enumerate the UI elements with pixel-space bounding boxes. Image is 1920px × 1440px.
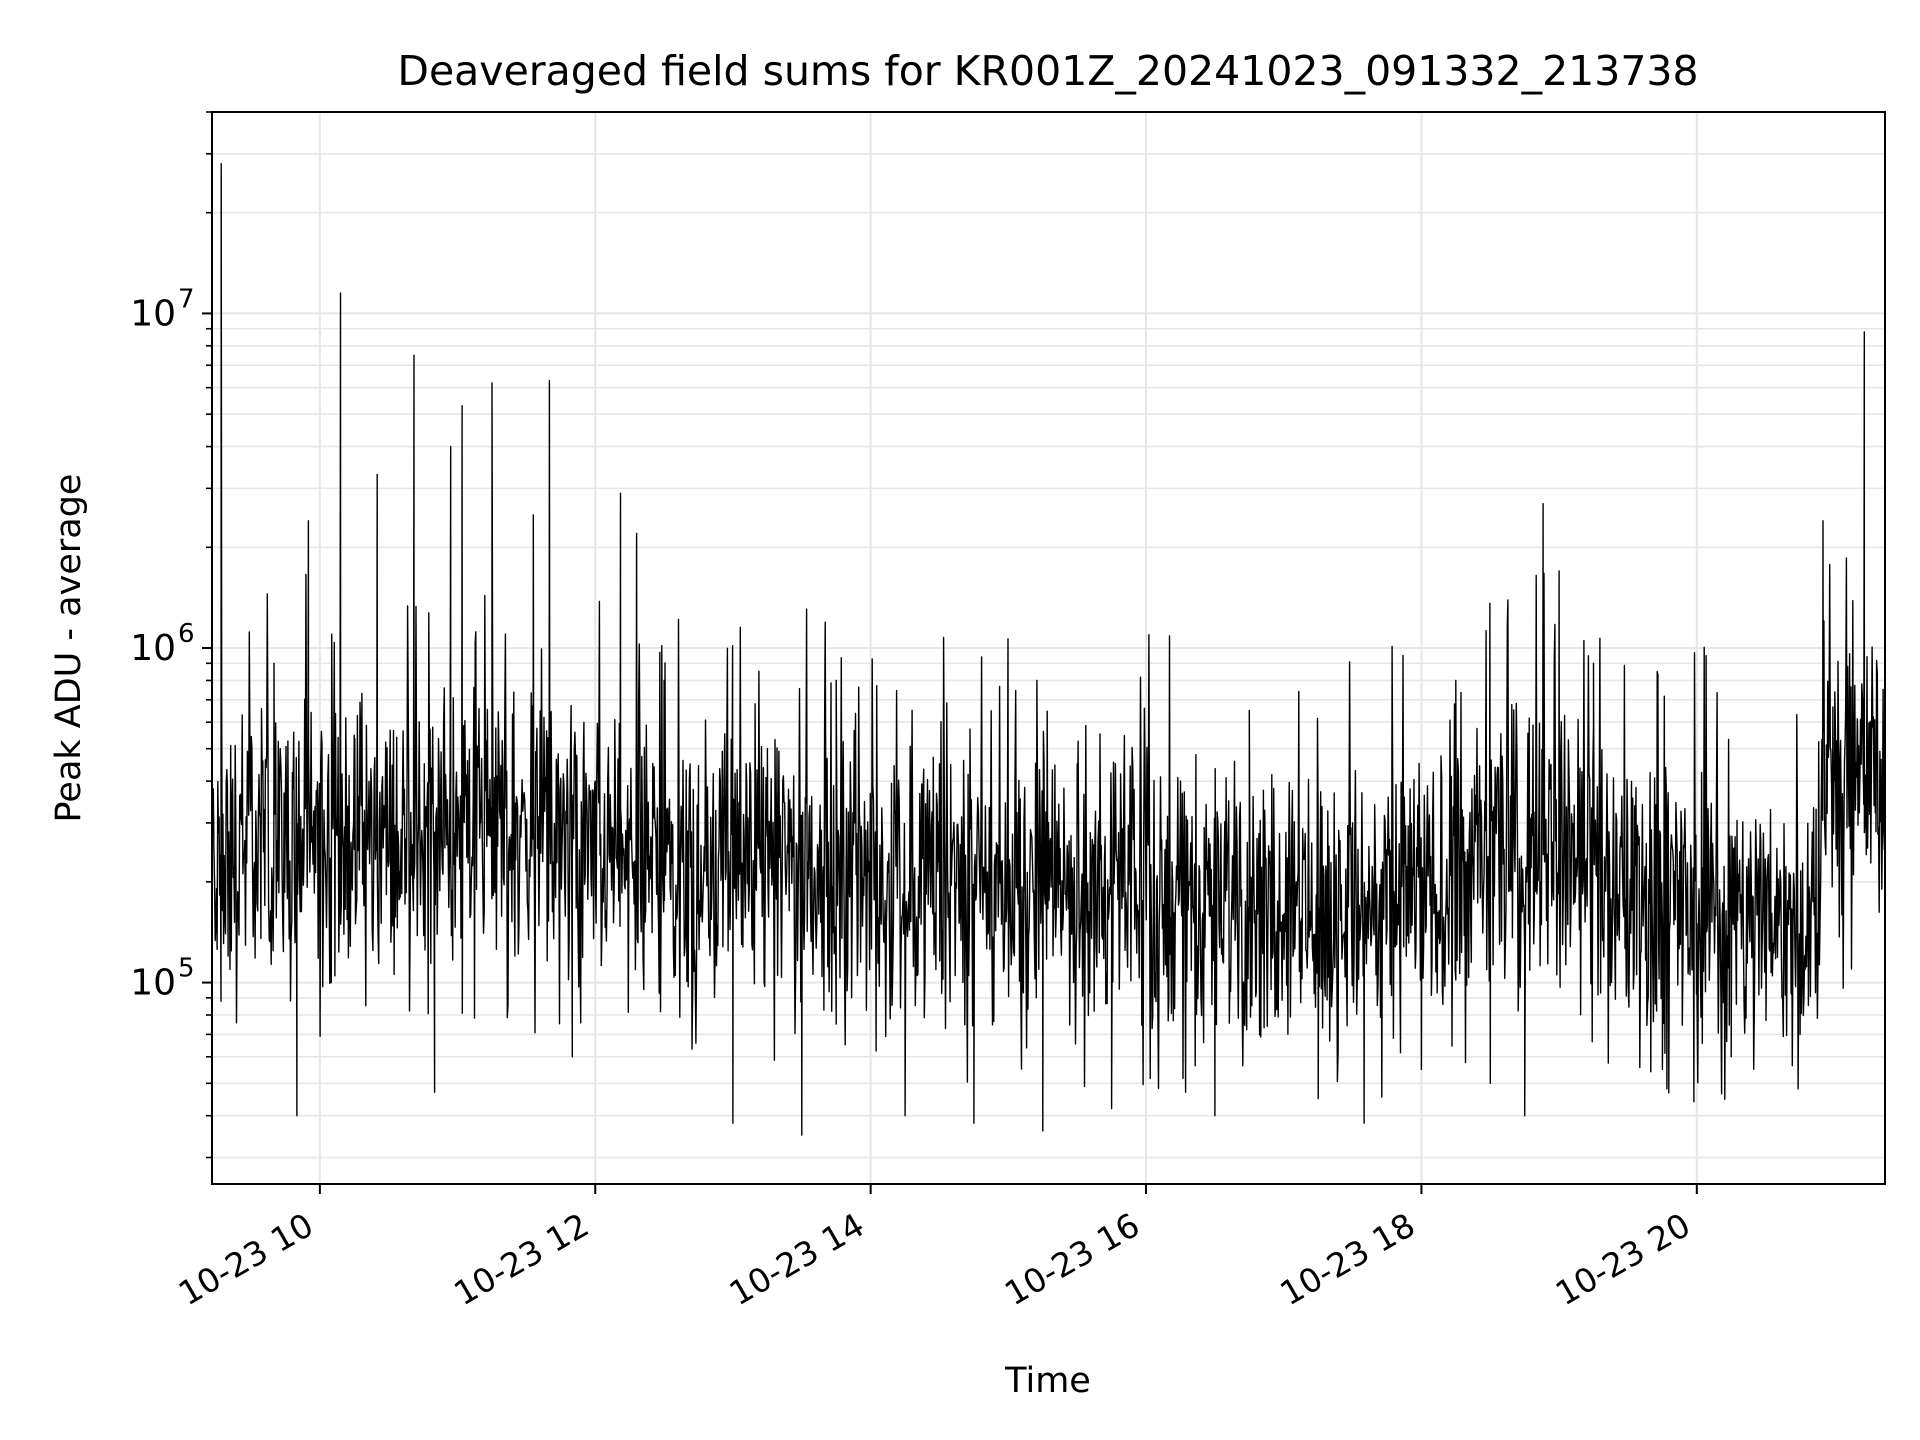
y-tick-exponent: 6 (178, 619, 195, 649)
x-tick-label: 10-23 16 (998, 1205, 1146, 1313)
y-tick-label: 10 (130, 293, 176, 334)
y-tick-label: 10 (130, 628, 176, 669)
y-tick-exponent: 7 (178, 284, 195, 314)
series-line (211, 163, 1886, 1136)
x-axis-label: Time (1004, 1361, 1091, 1401)
y-tick-label: 10 (130, 963, 176, 1004)
x-tick-label: 10-23 20 (1549, 1205, 1697, 1313)
x-tick-label: 10-23 10 (172, 1205, 320, 1313)
x-tick-label: 10-23 18 (1273, 1205, 1421, 1313)
x-tick-label: 10-23 12 (447, 1205, 595, 1313)
y-axis-label: Peak ADU - average (49, 474, 89, 823)
x-axis-ticks: 10-23 10 10-23 12 10-23 14 10-23 16 10-23 18… (172, 1184, 1698, 1313)
y-tick-exponent: 5 (178, 954, 195, 984)
grid (212, 111, 1885, 1184)
series-line-group (211, 163, 1886, 1136)
chart-title: Deaveraged field sums for KR001Z_2024102… (397, 47, 1698, 95)
x-tick-label: 10-23 14 (723, 1205, 871, 1313)
